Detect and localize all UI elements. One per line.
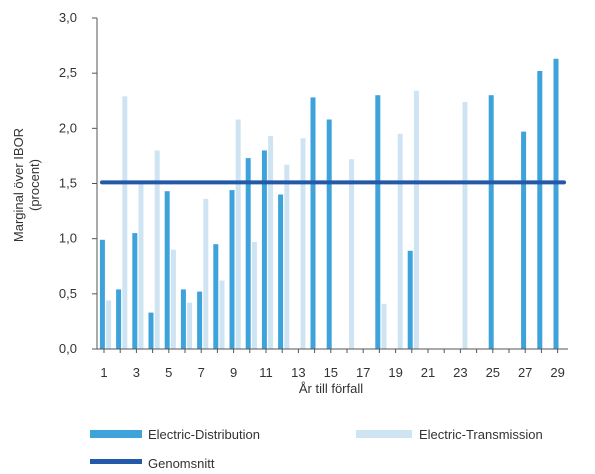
- x-tick-label: 5: [165, 365, 172, 380]
- x-axis-title: År till förfall: [299, 381, 363, 396]
- bar-electric-transmission-1: [106, 300, 112, 349]
- x-tick-label: 27: [518, 365, 532, 380]
- bar-electric-transmission-9: [235, 119, 241, 349]
- bar-electric-distribution-5: [164, 191, 170, 349]
- x-tick-label: 21: [421, 365, 435, 380]
- bar-electric-distribution-9: [229, 190, 235, 349]
- legend-label-average: Genomsnitt: [148, 456, 215, 471]
- bar-electric-distribution-8: [213, 244, 219, 349]
- y-axis-title-line: Marginal över IBOR: [11, 128, 26, 242]
- y-tick-label: 0,0: [59, 341, 77, 356]
- x-tick-label: 3: [133, 365, 140, 380]
- bar-electric-transmission-10: [251, 242, 257, 349]
- legend-label-electric-transmission: Electric-Transmission: [419, 427, 543, 442]
- y-tick-label: 1,5: [59, 176, 77, 191]
- x-tick-label: 25: [486, 365, 500, 380]
- x-tick-label: 11: [259, 365, 273, 380]
- bar-electric-transmission-19: [397, 133, 403, 349]
- bar-electric-transmission-3: [138, 181, 144, 349]
- bar-electric-transmission-7: [203, 198, 209, 349]
- legend-swatch-electric-distribution: [90, 430, 142, 438]
- bar-electric-transmission-20: [413, 90, 419, 350]
- bar-electric-distribution-10: [245, 158, 251, 349]
- legend-swatch-electric-transmission: [356, 430, 412, 438]
- bar-electric-transmission-18: [381, 303, 387, 349]
- bar-electric-transmission-8: [219, 280, 225, 349]
- bar-electric-distribution-1: [99, 239, 105, 349]
- bar-electric-distribution-28: [537, 71, 543, 349]
- bar-electric-distribution-18: [375, 95, 381, 349]
- bar-electric-transmission-12: [284, 164, 290, 349]
- y-tick-label: 3,0: [59, 10, 77, 25]
- bar-electric-transmission-5: [170, 249, 176, 349]
- bar-electric-distribution-29: [553, 58, 559, 350]
- bar-electric-distribution-27: [521, 131, 527, 349]
- bar-electric-distribution-14: [310, 97, 316, 350]
- x-tick-label: 7: [198, 365, 205, 380]
- bar-electric-transmission-2: [122, 96, 128, 349]
- bar-electric-distribution-15: [326, 119, 332, 349]
- y-axis-ticks: 0,0 0,5 1,0 1,5 2,0 2,5 3,0: [59, 10, 97, 356]
- y-axis-title: Marginal över IBOR(procent): [11, 128, 42, 242]
- bar-electric-transmission-13: [300, 138, 306, 349]
- bar-electric-distribution-4: [148, 312, 154, 349]
- bar-electric-distribution-20: [407, 250, 413, 349]
- x-axis-ticks: 1 3 5 7 9 11 13 15 17 19 21 23 25 27 29: [100, 349, 565, 380]
- x-tick-label: 17: [356, 365, 370, 380]
- bar-electric-distribution-7: [197, 291, 203, 349]
- x-tick-label: 23: [453, 365, 467, 380]
- x-tick-label: 1: [100, 365, 107, 380]
- y-axis-title-line: (procent): [27, 159, 42, 211]
- legend: Electric-Distribution Electric-Transmiss…: [90, 427, 543, 471]
- x-tick-label: 13: [291, 365, 305, 380]
- x-tick-label: 9: [230, 365, 237, 380]
- bar-electric-transmission-4: [154, 150, 160, 349]
- bar-electric-distribution-2: [116, 289, 122, 349]
- bar-electric-transmission-16: [349, 159, 355, 349]
- legend-swatch-average: [90, 459, 142, 464]
- x-tick-label: 19: [388, 365, 402, 380]
- bar-electric-transmission-6: [187, 302, 193, 349]
- x-tick-label: 29: [550, 365, 564, 380]
- y-tick-label: 0,5: [59, 286, 77, 301]
- bar-electric-transmission-23: [462, 101, 468, 350]
- bar-electric-distribution-11: [261, 150, 267, 349]
- x-tick-label: 15: [324, 365, 338, 380]
- y-tick-label: 1,0: [59, 231, 77, 246]
- bar-electric-distribution-3: [132, 233, 138, 349]
- y-tick-label: 2,5: [59, 65, 77, 80]
- y-tick-label: 2,0: [59, 120, 77, 135]
- bar-electric-distribution-6: [180, 289, 186, 349]
- bar-electric-distribution-25: [488, 95, 494, 349]
- bar-electric-distribution-12: [278, 194, 284, 349]
- legend-label-electric-distribution: Electric-Distribution: [148, 427, 260, 442]
- electric-distribution-bars: [99, 58, 559, 350]
- bar-electric-transmission-11: [268, 136, 274, 349]
- electric-transmission-bars: [106, 90, 468, 350]
